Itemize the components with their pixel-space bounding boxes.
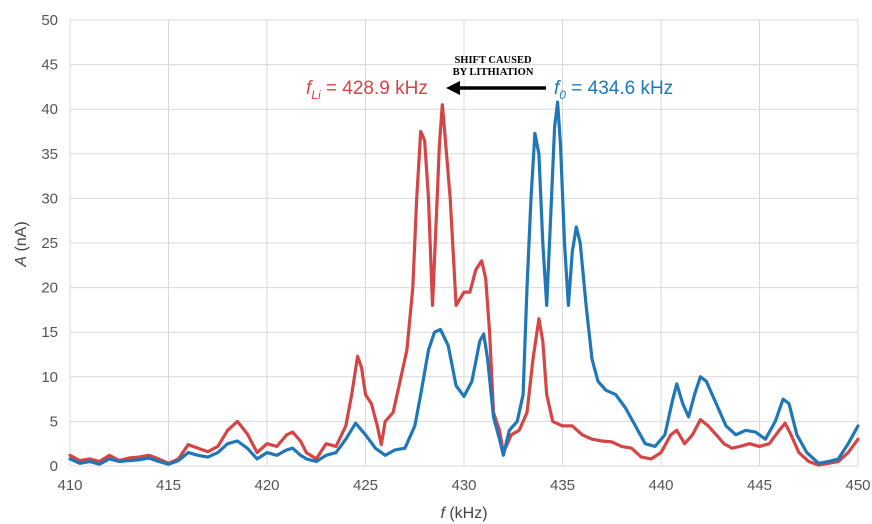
series-line-2 <box>68 100 860 466</box>
y-axis-label-var: A <box>13 256 30 268</box>
y-tick-label: 40 <box>41 101 58 118</box>
x-tick-label: 435 <box>550 477 575 494</box>
grid <box>69 19 859 467</box>
red-peak-annotation: fLi = 428.9 kHz <box>306 78 428 102</box>
y-axis-label-unit: (nA) <box>13 221 30 256</box>
x-tick-label: 445 <box>747 477 772 494</box>
x-axis-label-unit: (kHz) <box>445 505 488 522</box>
y-tick-label: 5 <box>50 413 58 430</box>
y-tick-labels: 0 5 10 15 20 25 30 35 40 45 50 <box>41 12 58 475</box>
red-ann-symbol: f <box>306 78 313 99</box>
blue-ann-symbol: f <box>554 78 561 99</box>
shift-arrow-head <box>446 81 460 95</box>
red-ann-subscript: Li <box>311 88 321 102</box>
x-tick-labels: 410 415 420 425 430 435 440 445 450 <box>57 477 870 494</box>
y-axis-label: A (nA) <box>13 221 30 267</box>
blue-peak-annotation: f0 = 434.6 kHz <box>554 78 673 102</box>
red-ann-value: = 428.9 kHz <box>321 78 428 99</box>
y-tick-label: 10 <box>41 369 58 386</box>
y-tick-label: 0 <box>50 458 58 475</box>
y-tick-label: 45 <box>41 57 58 74</box>
shift-annotation-line1: SHIFT CAUSED <box>454 55 532 66</box>
y-tick-label: 50 <box>41 12 58 29</box>
x-axis-label: f (kHz) <box>440 505 487 522</box>
blue-ann-value: = 434.6 kHz <box>566 78 673 99</box>
y-tick-label: 25 <box>41 235 58 252</box>
x-tick-label: 415 <box>156 477 181 494</box>
x-tick-label: 410 <box>57 477 82 494</box>
y-tick-label: 35 <box>41 146 58 163</box>
x-tick-label: 440 <box>648 477 673 494</box>
blue-ann-subscript: 0 <box>559 88 566 102</box>
shift-arrow <box>446 81 546 95</box>
x-tick-label: 450 <box>845 477 870 494</box>
shift-annotation-line2: BY LITHIATION <box>453 67 534 78</box>
y-tick-label: 20 <box>41 280 58 297</box>
x-tick-label: 430 <box>451 477 476 494</box>
y-tick-label: 30 <box>41 190 58 207</box>
x-axis-label-var: f <box>440 505 446 522</box>
series-line-1 <box>68 103 860 467</box>
series-lines <box>68 100 860 467</box>
x-tick-label: 420 <box>254 477 279 494</box>
y-tick-label: 15 <box>41 324 58 341</box>
x-tick-label: 425 <box>353 477 378 494</box>
